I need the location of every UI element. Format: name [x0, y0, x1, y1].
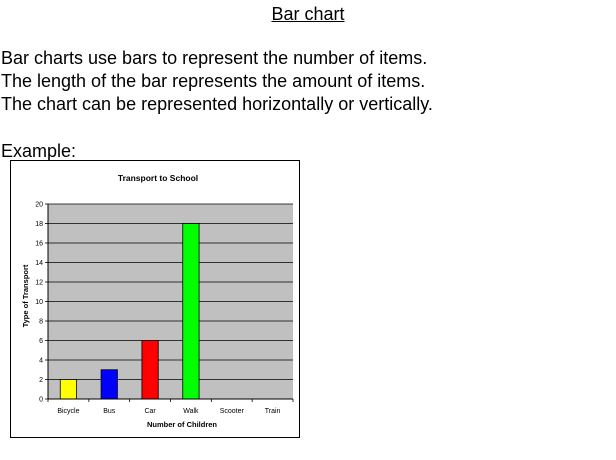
plot-area: 0 2 4 6 8 10 12 14 16 18 20 Bicycle Bus Car Walk Scoote…: [35, 202, 294, 415]
bar-chart: Transport to School Type of Transport Nu…: [21, 173, 294, 429]
bar: [59, 379, 77, 400]
y-tick-label: 4: [39, 358, 43, 365]
chart-frame: Transport to School Type of Transport Nu…: [10, 160, 300, 438]
bar: [100, 369, 118, 400]
example-label: Example:: [1, 141, 77, 161]
x-tick-label: Train: [265, 408, 281, 415]
intro-text: Bar charts use bars to represent the num…: [1, 47, 433, 116]
bar: [182, 223, 200, 400]
x-tick-label: Scooter: [220, 408, 245, 415]
y-tick-label: 18: [35, 221, 43, 228]
chart-title: Transport to School: [118, 173, 198, 183]
page-title: Bar chart: [271, 4, 345, 24]
intro-line: Bar charts use bars to represent the num…: [1, 48, 428, 68]
y-tick-label: 0: [39, 397, 43, 404]
intro-line: The chart can be represented horizontall…: [1, 94, 433, 114]
y-tick-label: 2: [39, 377, 43, 384]
bar: [141, 340, 159, 400]
y-tick-label: 12: [35, 280, 43, 287]
x-tick-label: Bus: [103, 408, 116, 415]
x-tick-label: Bicycle: [57, 408, 79, 415]
intro-line: The length of the bar represents the amo…: [1, 71, 426, 91]
y-tick-label: 10: [35, 299, 43, 306]
x-tick-label: Car: [144, 408, 156, 415]
y-tick-label: 6: [39, 338, 43, 345]
y-tick-label: 14: [35, 260, 43, 267]
y-tick-label: 16: [35, 241, 43, 248]
y-axis-label: Type of Transport: [21, 264, 30, 327]
y-tick-label: 20: [35, 202, 43, 209]
y-tick-label: 8: [39, 319, 43, 326]
x-tick-label: Walk: [183, 408, 199, 415]
x-axis-label: Number of Children: [147, 420, 217, 429]
